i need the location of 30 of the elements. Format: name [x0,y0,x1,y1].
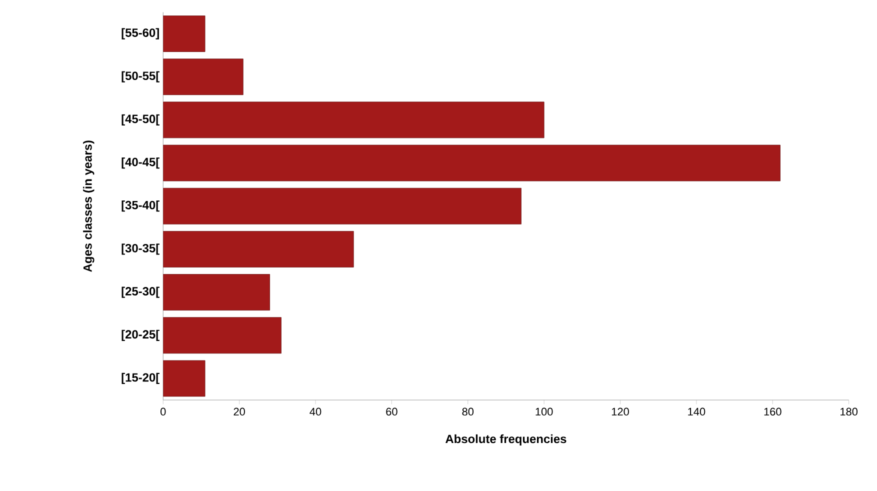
y-tick-label: [40-45[ [122,157,160,169]
bar [163,144,780,182]
bar [163,360,206,397]
x-tick-label: 140 [688,408,706,416]
bar [163,230,354,268]
y-tick-label: [25-30[ [122,286,160,298]
x-tick-label: 180 [840,408,858,416]
y-tick-label: [55-60] [122,28,159,40]
bar [163,15,206,52]
x-tick-label: 40 [310,408,322,416]
x-tick-label: 160 [764,408,782,416]
x-axis-title: Absolute frequencies [446,434,566,446]
x-tick-label: 80 [462,408,474,416]
bar [163,274,270,310]
y-tick-label: [45-50[ [122,114,160,126]
y-tick-label: [35-40[ [122,200,160,212]
bar [163,102,544,138]
y-tick-label: [50-55[ [122,71,160,82]
bar [163,317,282,354]
y-tick-label: [30-35[ [122,244,160,255]
x-tick-label: 120 [612,408,629,416]
bar [163,58,244,95]
x-tick-label: 100 [536,408,553,416]
y-tick-label: [15-20[ [122,372,160,384]
y-axis-title: Ages classes (in years) [83,140,94,272]
x-tick-label: 0 [160,408,166,416]
bar [163,188,522,224]
x-tick-label: 60 [386,408,398,416]
y-tick-label: [20-25[ [122,330,160,341]
x-tick-label: 20 [234,408,245,416]
